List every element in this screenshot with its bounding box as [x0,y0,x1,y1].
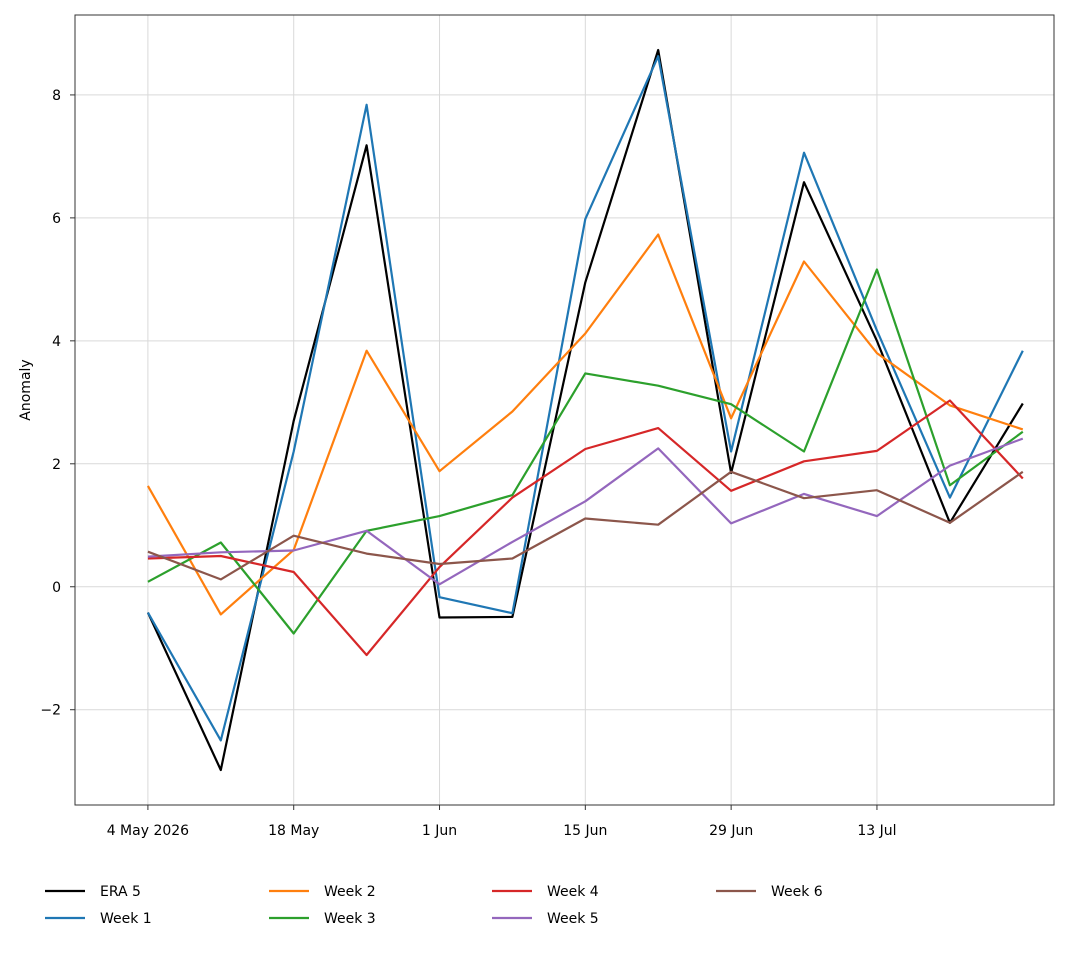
plot-area [74,14,1055,806]
legend-label: Week 6 [771,884,823,900]
y-tick-label: 0 [52,580,61,596]
series-line-week-1 [146,55,1024,742]
legend-label: Week 2 [324,884,376,900]
x-tick-label: 15 Jun [563,823,607,839]
x-tick-label: 13 Jul [857,823,896,839]
axis-ticks: 4 May 2026 18 May 1 Jun 15 Jun 29 Jun 13 Jul −… [40,88,896,839]
legend-label: Week 3 [324,911,376,927]
y-tick-label: 2 [52,457,61,473]
series-line-week-4 [147,399,1024,657]
y-axis-label: Anomaly [18,359,34,420]
legend: ERA 5 Week 1 Week 2 Week 3 Week 4 Week 5 Week … [45,884,823,927]
legend-item: ERA 5 [45,884,141,900]
series-lines [146,48,1024,772]
y-tick-label: −2 [40,703,61,719]
x-tick-label: 4 May 2026 [107,823,189,839]
series-line-week-5 [147,437,1024,586]
legend-item: Week 4 [492,884,599,900]
legend-label: ERA 5 [100,884,141,900]
x-tick-label: 18 May [268,823,319,839]
y-tick-label: 4 [52,334,61,350]
series-line-week-3 [147,268,1024,635]
legend-label: Week 4 [547,884,599,900]
y-tick-label: 8 [52,88,61,104]
legend-label: Week 5 [547,911,599,927]
legend-item: Week 6 [716,884,823,900]
series-line-week-6 [147,470,1024,581]
series-line-era-5 [146,48,1024,772]
legend-label: Week 1 [100,911,152,927]
x-tick-label: 29 Jun [709,823,753,839]
legend-item: Week 1 [45,911,152,927]
legend-item: Week 5 [492,911,599,927]
x-tick-label: 1 Jun [422,823,457,839]
y-tick-label: 6 [52,211,61,227]
legend-item: Week 3 [269,911,376,927]
legend-item: Week 2 [269,884,376,900]
